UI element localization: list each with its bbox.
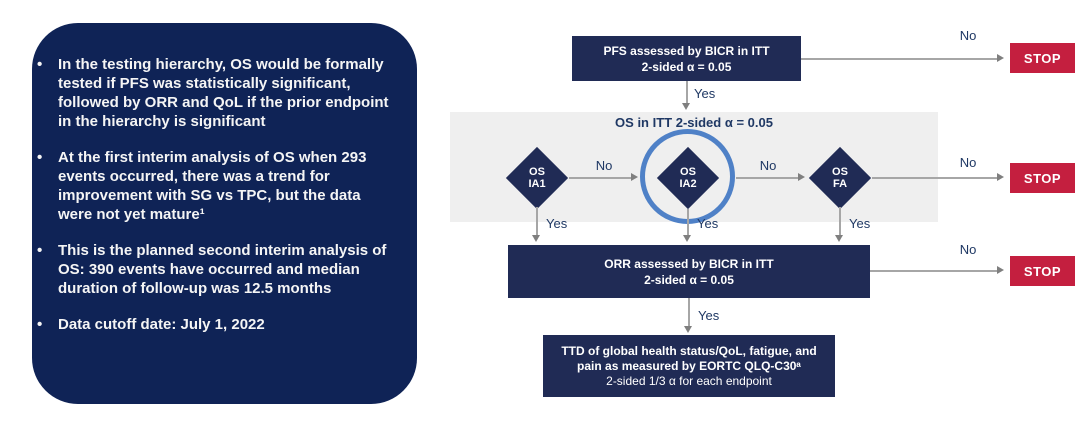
ia1-no-connector — [569, 177, 633, 179]
ia1-no-label: No — [595, 158, 613, 173]
os-ia2-label: OS IA2 — [657, 147, 719, 209]
pfs-no-connector — [801, 58, 997, 60]
ttd-node-line3: 2-sided 1/3 α for each endpoint — [606, 373, 772, 388]
ia1-yes-label: Yes — [546, 216, 568, 231]
os-ia1-diamond: OS IA1 — [505, 146, 569, 210]
os-ia2-diamond: OS IA2 — [656, 146, 720, 210]
arrow-down-icon — [835, 235, 843, 242]
stop-node-middle: STOP — [1010, 163, 1075, 193]
os-fa-label: OS FA — [809, 147, 871, 209]
diamond-text: OS — [680, 166, 696, 178]
arrow-down-icon — [532, 235, 540, 242]
pfs-node-line2: 2-sided α = 0.05 — [641, 59, 732, 74]
stop-node-top: STOP — [1010, 43, 1075, 73]
fa-no-label: No — [959, 155, 977, 170]
orr-yes-label: Yes — [698, 308, 720, 323]
orr-no-label: No — [959, 242, 977, 257]
arrow-right-icon — [997, 173, 1004, 181]
fa-yes-label: Yes — [849, 216, 871, 231]
pfs-yes-connector — [686, 81, 688, 105]
orr-yes-connector — [688, 298, 690, 328]
ia2-yes-label: Yes — [697, 216, 719, 231]
bullet-item: This is the planned second interim analy… — [35, 241, 393, 298]
arrow-right-icon — [631, 173, 638, 181]
os-fa-diamond: OS FA — [808, 146, 872, 210]
stop-node-bottom: STOP — [1010, 256, 1075, 286]
diamond-text: IA2 — [679, 178, 697, 190]
key-points-list: In the testing hierarchy, OS would be fo… — [35, 55, 393, 334]
key-points-panel: In the testing hierarchy, OS would be fo… — [32, 23, 417, 404]
fa-no-connector — [872, 177, 997, 179]
bullet-item: Data cutoff date: July 1, 2022 — [35, 315, 393, 334]
fa-yes-connector — [839, 207, 841, 237]
orr-no-connector — [870, 270, 997, 272]
ia2-no-label: No — [759, 158, 777, 173]
orr-node-line1: ORR assessed by BICR in ITT — [604, 256, 774, 271]
diamond-text: OS — [529, 166, 545, 178]
ia2-no-connector — [736, 177, 800, 179]
bullet-item: In the testing hierarchy, OS would be fo… — [35, 55, 393, 131]
orr-node: ORR assessed by BICR in ITT 2-sided α = … — [508, 245, 870, 298]
diamond-text: OS — [832, 166, 848, 178]
arrow-right-icon — [997, 54, 1004, 62]
diamond-text: IA1 — [528, 178, 546, 190]
ttd-node-line1: TTD of global health status/QoL, fatigue… — [561, 343, 817, 358]
pfs-node-line1: PFS assessed by BICR in ITT — [603, 43, 770, 58]
pfs-yes-label: Yes — [694, 86, 716, 101]
diamond-text: FA — [832, 178, 848, 190]
arrow-right-icon — [798, 173, 805, 181]
ia1-yes-connector — [536, 207, 538, 237]
ia2-yes-connector — [687, 209, 689, 237]
pfs-no-label: No — [959, 28, 977, 43]
orr-node-line2: 2-sided α = 0.05 — [644, 272, 734, 287]
ttd-node-line2: pain as measured by EORTC QLQ-C30ᵃ — [577, 358, 801, 373]
arrow-right-icon — [997, 266, 1004, 274]
bullet-item: At the first interim analysis of OS when… — [35, 148, 393, 224]
os-section-header: OS in ITT 2-sided α = 0.05 — [615, 115, 773, 130]
ttd-node: TTD of global health status/QoL, fatigue… — [543, 335, 835, 397]
arrow-down-icon — [682, 103, 690, 110]
arrow-down-icon — [684, 326, 692, 333]
os-ia1-label: OS IA1 — [506, 147, 568, 209]
arrow-down-icon — [683, 235, 691, 242]
pfs-node: PFS assessed by BICR in ITT 2-sided α = … — [572, 36, 801, 81]
